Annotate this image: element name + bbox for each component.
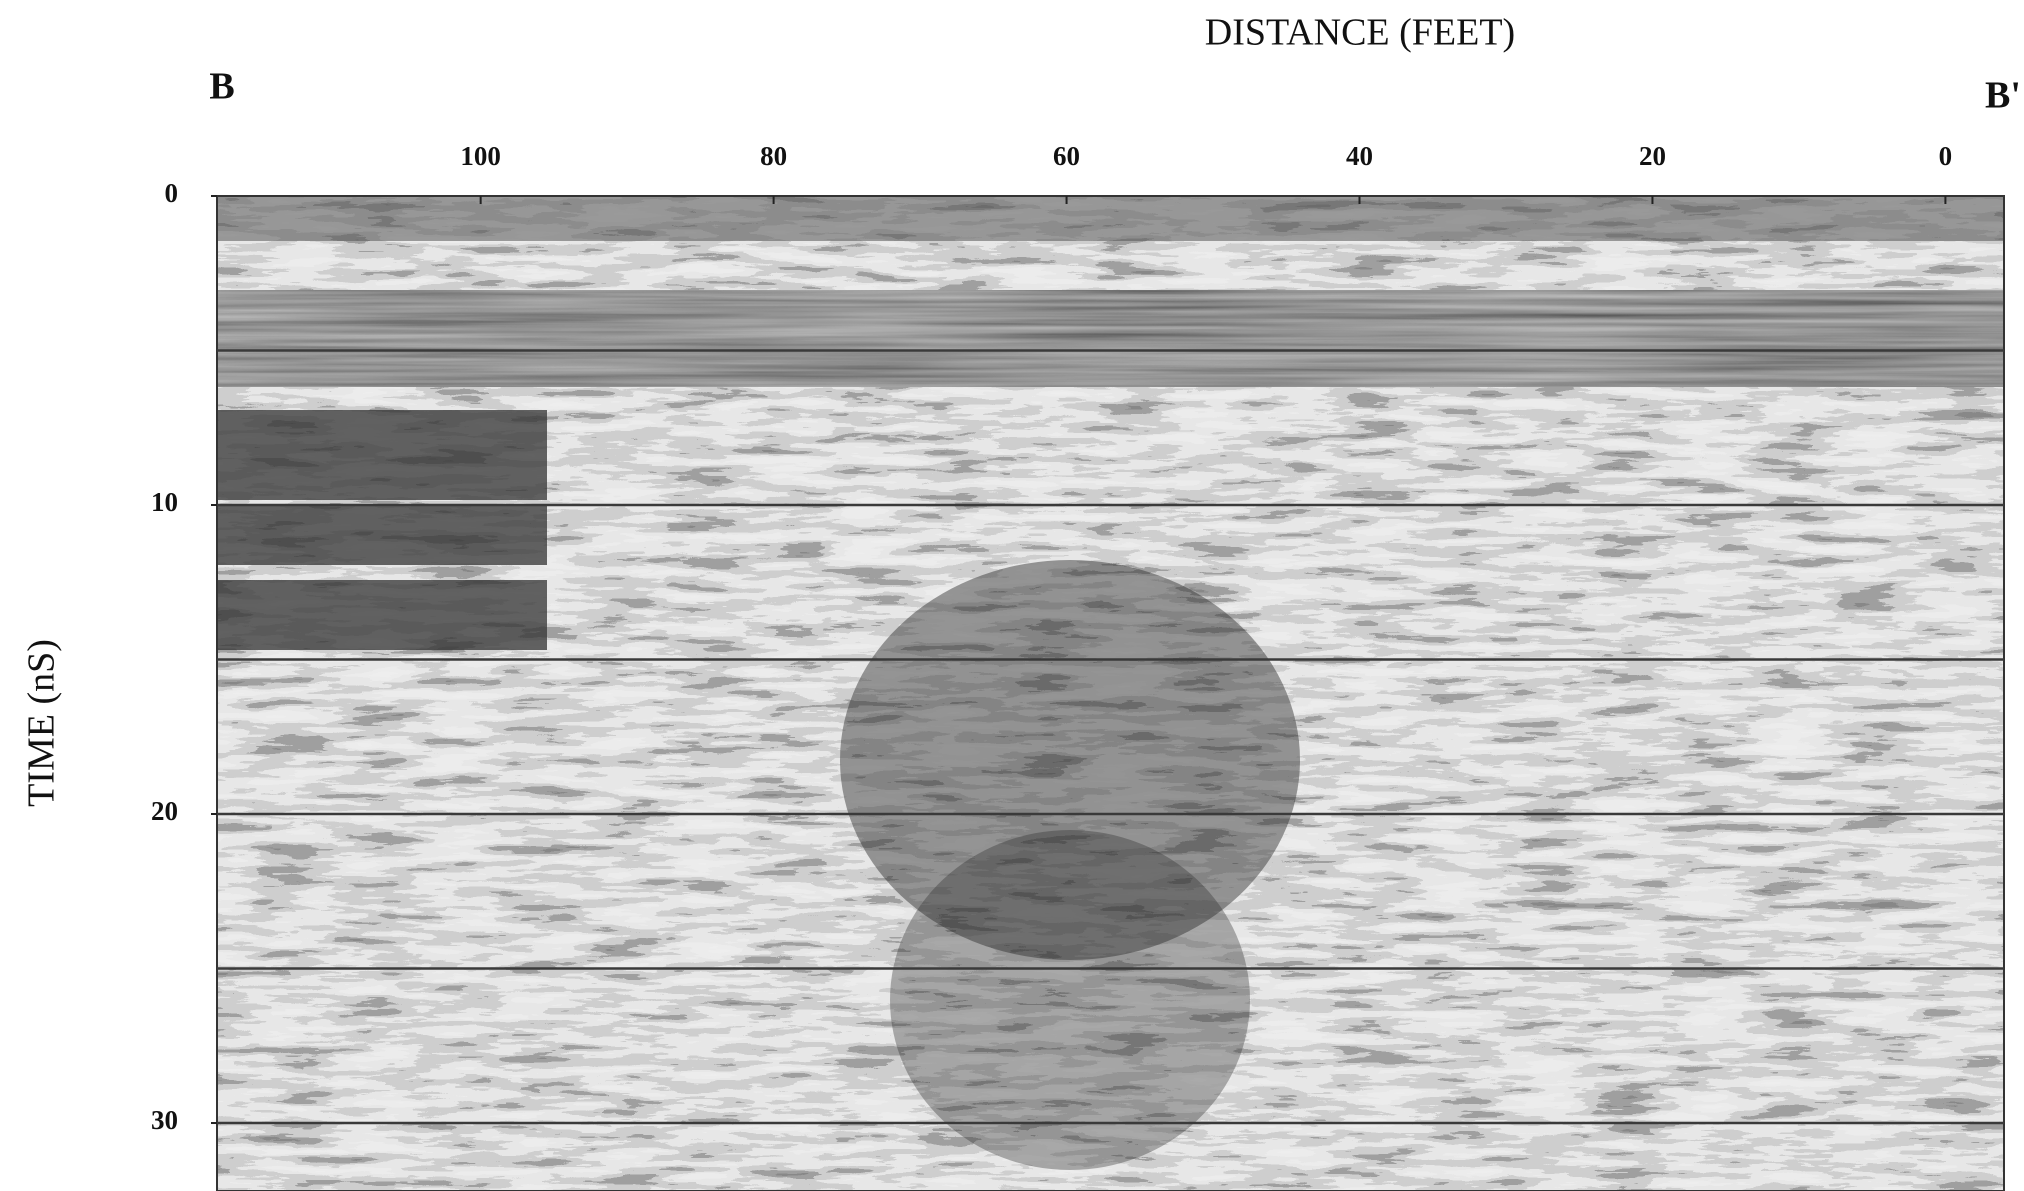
- radargram-image: [217, 196, 2004, 1191]
- hyperbola-zone: [890, 830, 1250, 1170]
- x-tick-label: 100: [460, 141, 501, 171]
- y-tick-label: 20: [151, 796, 178, 826]
- x-tick-label: 80: [760, 141, 787, 171]
- reflector-band: [217, 410, 547, 500]
- y-tick-label: 10: [151, 487, 178, 517]
- y-tick-label: 30: [151, 1105, 178, 1135]
- y-axis-title: TIME (nS): [21, 639, 63, 807]
- reflector-band: [217, 580, 547, 650]
- end-label: B': [1985, 75, 2021, 117]
- chart: DISTANCE (FEET) B B' TIME (nS) 100806040…: [0, 0, 2024, 1191]
- x-tick-label: 20: [1639, 141, 1666, 171]
- direct-wave-band: [217, 290, 2004, 387]
- x-tick-label: 40: [1346, 141, 1373, 171]
- x-tick-label: 60: [1053, 141, 1080, 171]
- surface-band: [217, 196, 2004, 241]
- start-label: B: [209, 66, 234, 108]
- x-axis-title: DISTANCE (FEET): [1205, 12, 1515, 54]
- reflector-band: [217, 505, 547, 565]
- y-tick-label: 0: [165, 178, 179, 208]
- x-tick-label: 0: [1939, 141, 1953, 171]
